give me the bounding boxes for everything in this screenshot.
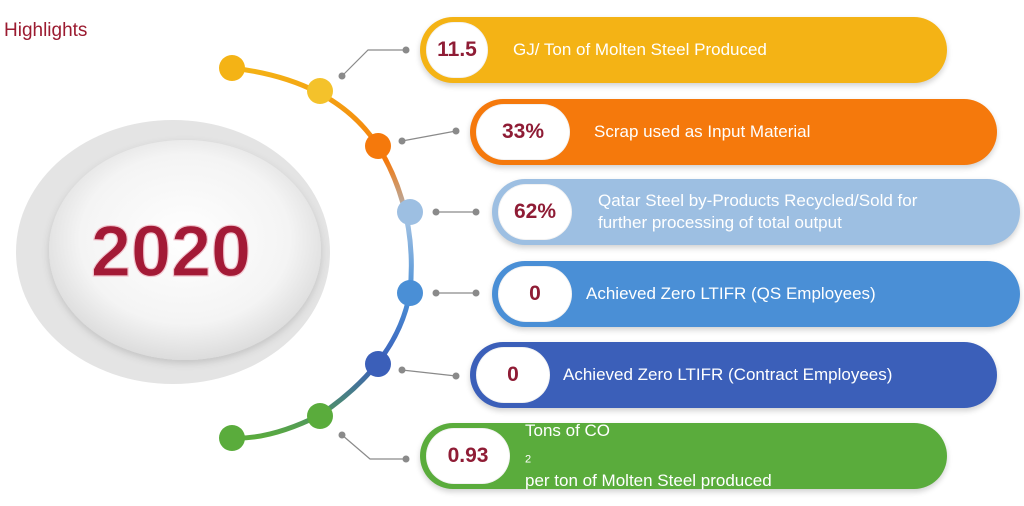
highlight-byproducts: 62% Qatar Steel by-Products Recycled/Sol… — [492, 179, 1020, 245]
connector-dot — [472, 289, 480, 297]
highlight-ltifr-contract: 0 Achieved Zero LTIFR (Contract Employee… — [470, 342, 997, 408]
highlight-value: 62% — [498, 184, 572, 240]
highlight-value: 0 — [476, 347, 550, 403]
timeline-node-3 — [397, 199, 423, 225]
timeline-node-4 — [397, 280, 423, 306]
highlight-description: Tons of CO 2 per ton of Molten Steel prod… — [525, 420, 772, 491]
connector-dot — [402, 455, 410, 463]
highlight-value: 33% — [476, 104, 570, 160]
timeline-node-1 — [307, 78, 333, 104]
connector-dot — [338, 72, 346, 80]
highlight-description: Achieved Zero LTIFR (Contract Employees) — [563, 365, 893, 384]
timeline-node-2 — [365, 133, 391, 159]
year-label: 2020 — [91, 212, 251, 292]
connector-dot — [402, 46, 410, 54]
highlight-energy: 11.5 GJ/ Ton of Molten Steel Produced — [420, 17, 947, 83]
connector-5 — [401, 369, 457, 377]
highlight-value: 0 — [498, 266, 572, 322]
timeline-start-dot — [219, 55, 245, 81]
connector-dot — [452, 372, 460, 380]
timeline-node-6 — [307, 403, 333, 429]
connector-dot — [472, 208, 480, 216]
highlight-value: 11.5 — [426, 22, 488, 78]
connector-1 — [341, 49, 406, 77]
highlight-value: 0.93 — [426, 428, 510, 484]
connector-6 — [341, 434, 406, 460]
connector-dot — [432, 208, 440, 216]
timeline-node-5 — [365, 351, 391, 377]
connector-2 — [401, 130, 457, 142]
connector-dot — [398, 137, 406, 145]
connector-dot — [432, 289, 440, 297]
year-disc-inner — [49, 140, 321, 360]
connector-dot — [338, 431, 346, 439]
highlight-description: Achieved Zero LTIFR (QS Employees) — [586, 284, 876, 303]
highlight-co2: 0.93 Tons of CO 2 per ton of Molten Steel… — [420, 420, 947, 491]
connector-dot — [398, 366, 406, 374]
timeline-end-dot — [219, 425, 245, 451]
highlight-scrap: 33% Scrap used as Input Material — [470, 99, 997, 165]
highlight-description: Scrap used as Input Material — [594, 122, 811, 141]
highlight-ltifr-qs: 0 Achieved Zero LTIFR (QS Employees) — [492, 261, 1020, 327]
connector-dot — [452, 127, 460, 135]
timeline-arc — [229, 65, 414, 441]
highlight-description: GJ/ Ton of Molten Steel Produced — [513, 40, 767, 59]
highlight-description: Qatar Steel by-Products Recycled/Sold fo… — [598, 191, 918, 232]
page-heading: Highlights — [4, 20, 88, 41]
